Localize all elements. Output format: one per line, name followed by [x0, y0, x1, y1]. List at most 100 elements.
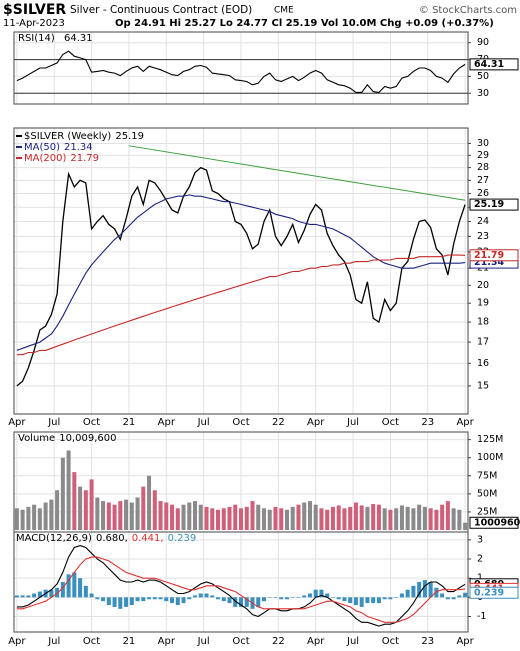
- bar: [221, 508, 226, 530]
- bar: [399, 593, 404, 598]
- bar: [353, 597, 358, 605]
- bar: [428, 508, 433, 530]
- panel-frame: [13, 531, 469, 633]
- bar: [365, 597, 370, 604]
- x-tick-label: 22: [272, 636, 285, 647]
- bar: [118, 501, 123, 530]
- bar: [244, 597, 249, 607]
- x-tick-label: Apr: [8, 417, 26, 428]
- bar: [158, 501, 163, 530]
- panel-frame: [13, 127, 469, 415]
- x-tick-label: Jul: [197, 636, 210, 647]
- bar: [147, 597, 152, 600]
- bar: [302, 502, 307, 530]
- bar: [20, 595, 25, 598]
- bar: [124, 597, 129, 607]
- bar: [451, 597, 456, 600]
- y-tick-label: 28: [477, 162, 489, 173]
- bar: [227, 597, 232, 604]
- bar: [365, 506, 370, 530]
- bar: [394, 508, 399, 530]
- y-tick-label: 30: [477, 88, 489, 99]
- line: [16, 545, 466, 627]
- bar: [26, 595, 31, 598]
- value-box: [469, 198, 519, 211]
- bar: [49, 499, 54, 530]
- bar: [238, 597, 244, 607]
- bar: [14, 508, 19, 530]
- bar: [238, 508, 244, 530]
- x-tick-label: Jul: [197, 417, 210, 428]
- bar: [445, 501, 450, 530]
- bar: [233, 597, 238, 607]
- value-box: [469, 58, 519, 71]
- x-tick-label: Oct: [232, 417, 249, 428]
- y-tick-label: 29: [477, 150, 489, 161]
- bar: [267, 597, 272, 598]
- x-tick-label: Oct: [83, 417, 100, 428]
- bar: [244, 506, 249, 530]
- bar: [348, 597, 353, 604]
- bar: [112, 504, 117, 530]
- y-tick-label: 100M: [477, 452, 503, 463]
- bar: [175, 508, 180, 530]
- bar: [181, 597, 186, 604]
- value-box: [469, 516, 519, 529]
- bar: [32, 593, 37, 598]
- bar: [279, 597, 284, 600]
- y-tick-label: 15: [477, 380, 489, 391]
- x-tick-label: Oct: [83, 636, 100, 647]
- bar: [319, 589, 324, 598]
- bar: [256, 504, 261, 530]
- bar: [336, 505, 341, 530]
- bar: [101, 501, 106, 530]
- bar: [216, 509, 221, 530]
- bar: [273, 506, 278, 530]
- subtitle: Silver - Continuous Contract (EOD): [70, 4, 252, 16]
- line: [16, 254, 466, 356]
- bar: [445, 597, 450, 600]
- bar: [210, 508, 215, 530]
- bar: [457, 595, 462, 598]
- bar: [376, 597, 381, 604]
- bar: [164, 597, 169, 602]
- y-tick-label: 17: [477, 337, 489, 348]
- bar: [313, 504, 318, 530]
- y-tick-label: 20: [477, 280, 489, 291]
- bar: [66, 450, 71, 530]
- bar: [284, 509, 289, 530]
- bar: [417, 582, 422, 598]
- bar: [463, 522, 468, 530]
- bar: [89, 593, 94, 598]
- bar: [296, 597, 301, 598]
- bar: [118, 597, 123, 609]
- bar: [95, 597, 100, 600]
- bar: [284, 597, 289, 600]
- bar: [95, 497, 100, 530]
- bar: [353, 502, 358, 530]
- bar: [187, 597, 192, 600]
- bar: [129, 597, 134, 605]
- bar: [89, 479, 94, 530]
- bar: [325, 593, 330, 598]
- bar: [382, 508, 387, 530]
- bar: [313, 589, 318, 598]
- bar: [112, 597, 117, 607]
- legend-value: 10,009,600: [59, 433, 116, 444]
- x-tick-label: Apr: [456, 636, 474, 647]
- value-box-label: 0.239: [474, 587, 504, 598]
- x-tick-label: Apr: [307, 417, 325, 428]
- bar: [106, 502, 111, 530]
- bar: [440, 504, 445, 530]
- bar: [451, 508, 456, 530]
- bar: [434, 509, 439, 530]
- bar: [417, 504, 422, 530]
- bar: [135, 497, 140, 530]
- y-tick-label: 50: [477, 71, 489, 82]
- bar: [261, 597, 266, 602]
- bar: [78, 578, 83, 598]
- bar: [388, 597, 393, 600]
- y-tick-label: 16: [477, 358, 489, 369]
- bar: [37, 591, 42, 598]
- bar: [72, 472, 77, 530]
